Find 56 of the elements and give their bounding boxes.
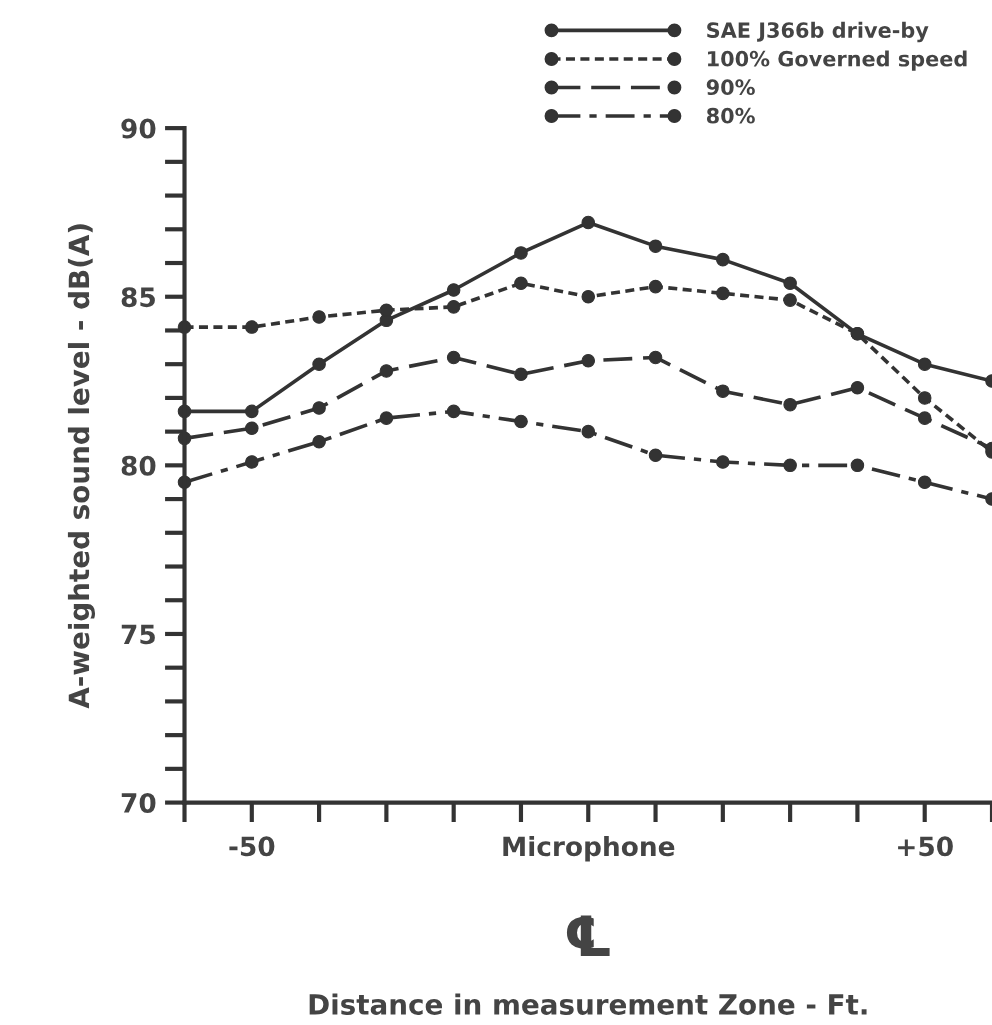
point (581, 215, 596, 230)
point (379, 411, 394, 425)
point (716, 252, 730, 267)
point (245, 404, 259, 419)
point (446, 350, 461, 365)
point (312, 357, 326, 371)
y-axis-title: A-weighted sound level - dB(A) (67, 224, 96, 709)
point (514, 367, 528, 382)
point (783, 458, 797, 473)
point (917, 357, 932, 371)
point (379, 303, 394, 317)
legend-label: SAE J366b drive-by (707, 21, 929, 43)
point (581, 354, 596, 368)
y-tick-label: 75 (121, 624, 155, 645)
y-tick-label: 85 (121, 287, 155, 308)
y-tick-label: 70 (121, 793, 156, 813)
point (783, 397, 797, 412)
point (514, 276, 528, 291)
point (917, 411, 932, 425)
point (716, 286, 730, 301)
legend-label: 90% (706, 79, 755, 96)
x-tick-label: +50 (898, 836, 953, 857)
point (648, 350, 663, 365)
point (312, 434, 326, 449)
point (716, 384, 730, 398)
point (850, 458, 865, 473)
point (648, 279, 663, 294)
point (514, 246, 528, 260)
point (783, 276, 797, 291)
legend-label: 80% (706, 107, 755, 124)
point (514, 414, 528, 429)
point (581, 424, 596, 439)
point (850, 381, 865, 395)
point (648, 448, 663, 462)
point (783, 293, 797, 307)
point (446, 283, 461, 297)
point (648, 239, 663, 253)
point (379, 364, 394, 378)
point (245, 421, 259, 436)
point (716, 455, 730, 469)
point (245, 455, 259, 469)
x-tick-label: -50 (229, 836, 275, 857)
x-tick-label: Microphone (503, 835, 675, 862)
point (581, 289, 596, 304)
text: ℄ (566, 915, 610, 956)
point (446, 404, 461, 419)
point (312, 401, 326, 415)
point (446, 300, 461, 314)
legend-label: 100% Governed speed (708, 50, 967, 71)
y-tick-label: 90 (121, 118, 156, 139)
point (917, 391, 932, 405)
point (312, 310, 326, 324)
y-tick-label: 80 (121, 455, 156, 476)
point (917, 475, 932, 489)
x-axis-title: Distance in measurement Zone - Ft. (309, 993, 867, 1015)
point (245, 320, 259, 334)
